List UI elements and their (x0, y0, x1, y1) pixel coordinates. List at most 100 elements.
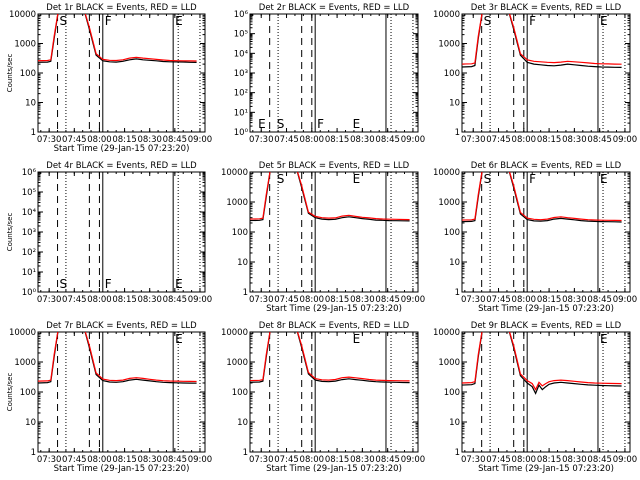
panel-title: Det 7r BLACK = Events, RED = LLD (46, 321, 197, 331)
reference-lines (57, 14, 201, 132)
series-group (462, 172, 622, 223)
series-events (250, 172, 410, 222)
panel-title: Det 3r BLACK = Events, RED = LLD (471, 3, 622, 13)
series-lld (38, 332, 197, 383)
x-tick-label: 08:30 (562, 135, 587, 145)
series-events (38, 332, 197, 384)
x-tick-label: 07:45 (486, 295, 511, 305)
plot-frame (461, 13, 631, 133)
x-axis-label: Start Time (29-Jan-15 07:23:20) (478, 464, 614, 474)
plot-frame (37, 13, 206, 133)
event-marker-s: S (277, 172, 285, 186)
series-group (250, 172, 410, 222)
event-marker-e: E (600, 172, 608, 186)
x-tick-label: 07:30 (249, 295, 274, 305)
x-tick-label: 09:00 (188, 295, 213, 305)
panel-det-6: Det 6r BLACK = Events, RED = LLD 1 10 100 10… (433, 161, 637, 314)
x-axis-label: Start Time (29-Jan-15 07:23:20) (54, 464, 190, 474)
y-tick-label: 1000 (226, 198, 248, 208)
y-tick-label: 10⁵ (234, 30, 248, 40)
x-tick-label: 07:30 (249, 455, 274, 465)
y-tick-label: 100 (444, 69, 460, 79)
event-marker-e: E (175, 332, 183, 346)
x-tick-label: 08:30 (562, 295, 587, 305)
y-tick-label: 10³ (22, 228, 36, 238)
panel-det-2: Det 2r BLACK = Events, RED = LLD 10⁰ 10¹ 10… (234, 3, 425, 145)
x-axis-label: Start Time (29-Jan-15 07:23:20) (478, 304, 614, 314)
x-tick-label: 08:30 (562, 455, 587, 465)
x-axis-label: Start Time (29-Jan-15 07:23:20) (266, 304, 402, 314)
y-tick-label: 1000 (438, 358, 460, 368)
y-tick-label: 1 (455, 448, 460, 458)
x-tick-label: 09:00 (188, 455, 213, 465)
plot-frame (249, 13, 419, 133)
x-tick-label: 07:45 (62, 135, 87, 145)
y-tick-label: 10 (449, 418, 460, 428)
event-marker-e: E (175, 277, 183, 291)
y-tick-label: 1 (455, 128, 460, 138)
y-tick-label: 10000 (9, 328, 36, 338)
x-tick-label: 07:45 (486, 135, 511, 145)
y-tick-label: 10⁰ (22, 288, 37, 298)
y-tick-label: 10000 (433, 168, 460, 178)
x-tick-label: 08:00 (512, 455, 537, 465)
y-tick-label: 10000 (433, 328, 460, 338)
x-tick-label: 08:15 (112, 135, 137, 145)
event-marker-f: F (105, 277, 112, 291)
series-lld (462, 172, 622, 222)
panel-det-4: Det 4r BLACK = Events, RED = LLD 10⁰ 10¹ 10… (6, 161, 212, 305)
series-group (462, 14, 622, 68)
x-tick-label: 08:15 (537, 455, 562, 465)
x-tick-label: 07:45 (62, 295, 87, 305)
y-tick-label: 10000 (221, 168, 248, 178)
series-events (38, 14, 197, 63)
y-tick-label: 1000 (438, 40, 460, 50)
panel-title: Det 2r BLACK = Events, RED = LLD (259, 3, 410, 13)
plot-frame (461, 331, 631, 453)
x-axis-label: Start Time (29-Jan-15 07:23:20) (266, 464, 402, 474)
reference-lines (269, 332, 414, 452)
x-tick-label: 08:45 (587, 295, 612, 305)
series-lld (462, 14, 622, 65)
series-events (462, 332, 622, 395)
panel-title: Det 6r BLACK = Events, RED = LLD (471, 161, 622, 171)
panel-title: Det 1r BLACK = Events, RED = LLD (46, 3, 197, 13)
x-tick-label: 08:30 (350, 295, 375, 305)
event-marker-e: E (600, 14, 608, 28)
y-tick-label: 10⁵ (22, 188, 36, 198)
y-tick-label: 100 (20, 69, 36, 79)
y-tick-label: 10⁰ (234, 128, 249, 138)
y-tick-label: 1 (243, 448, 248, 458)
panel-det-8: Det 8r BLACK = Events, RED = LLD 1 10 100 10… (221, 321, 425, 474)
y-tick-label: 1 (243, 288, 248, 298)
reference-lines (57, 332, 201, 452)
x-tick-label: 09:00 (401, 295, 426, 305)
y-tick-label: 10¹ (234, 108, 248, 118)
x-tick-label: 07:30 (461, 295, 486, 305)
x-tick-label: 07:30 (37, 135, 62, 145)
y-tick-label: 10 (25, 99, 36, 109)
event-marker-s: S (484, 172, 492, 186)
x-tick-label: 09:00 (613, 455, 638, 465)
reference-lines (481, 14, 626, 132)
x-tick-label: 08:30 (137, 455, 162, 465)
series-group (38, 332, 197, 384)
x-tick-label: 08:00 (512, 135, 537, 145)
series-lld (462, 332, 622, 391)
y-tick-label: 10⁶ (234, 10, 249, 20)
x-tick-label: 09:00 (613, 295, 638, 305)
x-tick-label: 08:15 (537, 135, 562, 145)
y-tick-label: 10² (22, 248, 36, 258)
x-tick-label: 07:45 (274, 295, 299, 305)
event-marker-f: F (529, 14, 536, 28)
x-tick-label: 08:15 (112, 295, 137, 305)
x-tick-label: 09:00 (613, 135, 638, 145)
x-tick-label: 08:15 (112, 455, 137, 465)
series-events (462, 14, 622, 68)
y-axis-label: Counts/sec (6, 213, 14, 252)
event-marker-f: F (105, 14, 112, 28)
panel-title: Det 4r BLACK = Events, RED = LLD (46, 161, 197, 171)
y-tick-label: 10⁴ (234, 49, 249, 59)
event-marker-s: S (277, 117, 285, 131)
event-marker-e: E (353, 172, 361, 186)
